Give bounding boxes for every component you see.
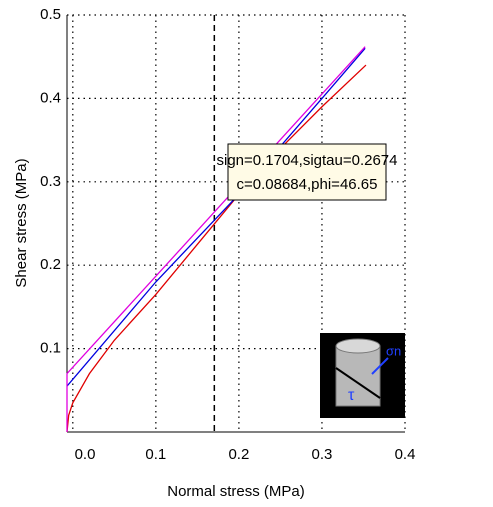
annotation-text: sign=0.1704,sigtau=0.2674	[217, 152, 398, 169]
y-tick-label: 0.2	[40, 256, 61, 273]
series-line	[66, 64, 367, 433]
y-axis-title: Shear stress (MPa)	[13, 158, 30, 287]
x-tick-label: 0.4	[395, 446, 416, 463]
y-tick-label: 0.3	[40, 173, 61, 190]
annotation-box	[227, 143, 387, 201]
y-tick-label: 0.1	[40, 340, 61, 357]
y-tick-label: 0.5	[40, 6, 61, 23]
icon-plane	[335, 367, 381, 399]
x-tick-label: 0.1	[145, 446, 166, 463]
icon-cylinder	[335, 345, 381, 407]
x-tick-label: 0.2	[228, 446, 249, 463]
icon-top	[335, 338, 381, 354]
x-axis-title: Normal stress (MPa)	[167, 483, 305, 500]
icon-label: σn	[386, 343, 401, 358]
x-tick-label: 0.3	[312, 446, 333, 463]
annotation-text: c=0.08684,phi=46.65	[237, 176, 378, 193]
icon-label: τ	[348, 387, 355, 404]
y-tick-label: 0.4	[40, 89, 61, 106]
x-tick-label: 0.0	[75, 446, 96, 463]
icon-arrow	[371, 357, 389, 375]
